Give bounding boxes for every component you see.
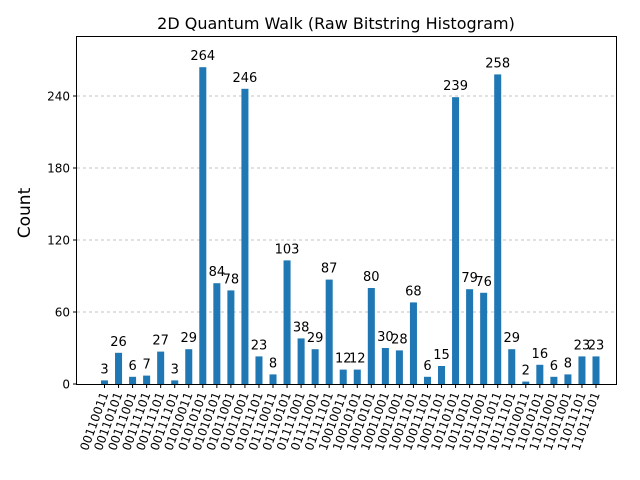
bar-value-label: 38 — [293, 320, 310, 335]
bar-value-label: 29 — [307, 331, 324, 346]
bar — [171, 380, 179, 384]
bar-value-label: 84 — [209, 265, 226, 280]
bar — [466, 289, 474, 384]
y-tick-label: 0 — [62, 378, 70, 392]
bar — [227, 290, 235, 384]
y-tick-label: 60 — [55, 306, 70, 320]
bar-value-label: 80 — [363, 270, 380, 285]
bar-value-label: 27 — [152, 334, 169, 349]
bar — [185, 349, 193, 384]
bars — [100, 67, 600, 385]
bar — [157, 351, 165, 384]
bar — [283, 260, 291, 384]
bar — [143, 375, 151, 384]
y-tick-label: 180 — [47, 162, 70, 176]
bar — [255, 356, 263, 384]
bar-value-label: 76 — [475, 275, 492, 290]
bar — [452, 97, 460, 384]
bar — [480, 292, 488, 384]
bar-value-label: 30 — [377, 330, 394, 345]
bar-value-label: 258 — [485, 56, 510, 71]
bar-value-label: 23 — [574, 338, 591, 353]
bar-value-label: 29 — [503, 331, 520, 346]
bar — [339, 369, 347, 384]
bar-value-label: 6 — [128, 359, 136, 374]
bar — [395, 350, 403, 384]
bar-value-label: 26 — [110, 335, 127, 350]
bar — [409, 302, 417, 384]
bar — [494, 74, 502, 385]
bar-value-label: 6 — [550, 359, 558, 374]
bar — [578, 356, 586, 384]
bar-value-label: 28 — [391, 332, 408, 347]
chart-title: 2D Quantum Walk (Raw Bitstring Histogram… — [157, 14, 515, 33]
bar — [129, 376, 137, 384]
bar-value-label: 3 — [100, 362, 108, 377]
bar — [213, 283, 221, 384]
bar — [353, 369, 361, 384]
bar-value-label: 15 — [433, 348, 450, 363]
bar-value-label: 8 — [564, 356, 572, 371]
y-axis-label: Count — [15, 187, 35, 238]
bar — [241, 88, 249, 385]
bar-value-label: 264 — [190, 49, 215, 64]
bar — [100, 380, 109, 384]
bar-value-label: 246 — [233, 71, 258, 86]
x-ticks: 0011001100110101001110010011110100111101… — [77, 384, 603, 452]
bar — [423, 376, 431, 384]
bar — [269, 374, 277, 384]
bar — [522, 381, 530, 384]
bar-value-label: 16 — [532, 347, 549, 362]
bar — [550, 376, 558, 384]
bar-value-label: 29 — [180, 331, 197, 346]
bar — [297, 338, 305, 384]
plot-frame — [76, 36, 617, 385]
y-tick-label: 240 — [47, 90, 70, 104]
bar — [311, 349, 319, 384]
bar — [367, 288, 375, 384]
y-ticks: 0 60 120 180 240 — [47, 90, 77, 392]
bar-value-label: 23 — [588, 338, 605, 353]
bar-value-label: 2 — [522, 364, 530, 379]
bar — [199, 67, 207, 384]
bar — [325, 279, 333, 384]
bar-value-label: 8 — [269, 356, 277, 371]
bar — [115, 352, 123, 384]
bar-value-label: 6 — [423, 359, 431, 374]
gridlines — [77, 95, 616, 313]
bar — [536, 364, 544, 384]
bar — [508, 349, 516, 384]
bar-value-label: 12 — [335, 352, 352, 367]
bar-value-label: 78 — [223, 272, 240, 287]
bar-value-label: 23 — [251, 338, 268, 353]
bar-value-label: 103 — [275, 242, 300, 257]
y-tick-label: 120 — [47, 234, 70, 248]
bar — [438, 366, 446, 384]
bar — [381, 348, 389, 384]
bar-value-label: 68 — [405, 284, 422, 299]
bar-value-label: 12 — [349, 352, 366, 367]
bar — [592, 356, 600, 384]
bar-value-label: 7 — [142, 358, 150, 373]
bar-value-label: 3 — [171, 362, 179, 377]
bar — [564, 374, 572, 384]
bar-value-label: 239 — [443, 79, 468, 94]
bar-value-label: 87 — [321, 262, 338, 277]
bar-value-label: 79 — [461, 271, 478, 286]
